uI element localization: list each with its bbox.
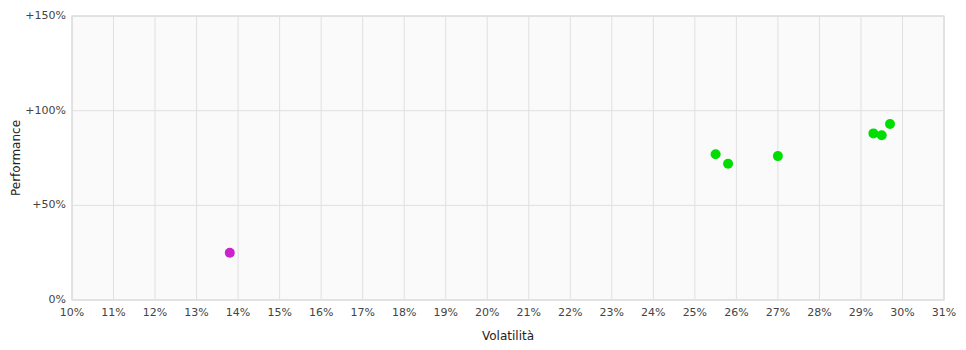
scatter-point <box>711 149 721 159</box>
x-tick-label: 19% <box>433 306 457 319</box>
scatter-point <box>773 151 783 161</box>
x-grid-line <box>362 16 363 300</box>
y-tick-label: +50% <box>32 198 66 211</box>
axes: 10% 11% 12% 13% 14% 15% 16% 17% 18% 19% 20% 21% 22% 2… <box>25 9 956 319</box>
x-tick-label: 28% <box>807 306 831 319</box>
x-grid-line <box>279 16 280 300</box>
scatter-point <box>225 248 235 258</box>
x-grid-line <box>611 16 612 300</box>
x-tick-label: 21% <box>517 306 541 319</box>
scatter-point <box>723 159 733 169</box>
x-grid-line <box>902 16 903 300</box>
x-tick-label: 11% <box>101 306 125 319</box>
y-tick-label: +100% <box>25 104 66 117</box>
x-grid-line <box>736 16 737 300</box>
chart-svg: 10% 11% 12% 13% 14% 15% 16% 17% 18% 19% 20% 21% 22% 2… <box>0 0 966 350</box>
series <box>225 248 235 258</box>
x-grid-line <box>653 16 654 300</box>
x-tick-label: 15% <box>267 306 291 319</box>
x-tick-label: 14% <box>226 306 250 319</box>
x-tick-label: 26% <box>724 306 748 319</box>
plot-area <box>72 16 944 300</box>
x-axis-label: Volatilità <box>482 329 534 343</box>
y-grid-line <box>72 16 944 17</box>
y-tick-label: +150% <box>25 9 66 22</box>
x-tick-label: 27% <box>766 306 790 319</box>
x-tick-label: 17% <box>350 306 374 319</box>
x-grid-line <box>72 16 73 300</box>
y-grid-line <box>72 300 944 301</box>
y-grid-line <box>72 110 944 111</box>
data-points <box>225 119 895 258</box>
y-axis-label: Performance <box>9 120 23 196</box>
x-tick-label: 10% <box>60 306 84 319</box>
x-tick-label: 25% <box>683 306 707 319</box>
scatter-point <box>877 130 887 140</box>
x-tick-label: 12% <box>143 306 167 319</box>
x-tick-label: 22% <box>558 306 582 319</box>
x-tick-label: 23% <box>600 306 624 319</box>
scatter-point <box>868 128 878 138</box>
x-grid-line <box>196 16 197 300</box>
y-grid-line <box>72 205 944 206</box>
x-tick-label: 18% <box>392 306 416 319</box>
x-tick-label: 16% <box>309 306 333 319</box>
x-grid-line <box>404 16 405 300</box>
series <box>711 119 895 169</box>
x-grid-line <box>155 16 156 300</box>
x-grid-line <box>487 16 488 300</box>
x-tick-label: 20% <box>475 306 499 319</box>
x-grid-line <box>694 16 695 300</box>
x-tick-label: 13% <box>184 306 208 319</box>
x-grid-line <box>570 16 571 300</box>
x-grid-line <box>113 16 114 300</box>
x-grid-line <box>445 16 446 300</box>
x-grid-line <box>819 16 820 300</box>
x-grid-line <box>238 16 239 300</box>
page: {"chart_data": {"type": "scatter", "xlab… <box>0 0 966 350</box>
scatter-point <box>885 119 895 129</box>
chart-container: 10% 11% 12% 13% 14% 15% 16% 17% 18% 19% 20% 21% 22% 2… <box>0 0 966 350</box>
x-grid-line <box>528 16 529 300</box>
grid <box>72 16 944 300</box>
x-tick-label: 24% <box>641 306 665 319</box>
x-grid-line <box>860 16 861 300</box>
x-tick-label: 30% <box>890 306 914 319</box>
x-tick-label: 31% <box>932 306 956 319</box>
x-grid-line <box>321 16 322 300</box>
y-tick-label: 0% <box>49 293 66 306</box>
x-tick-label: 29% <box>849 306 873 319</box>
x-grid-line <box>944 16 945 300</box>
